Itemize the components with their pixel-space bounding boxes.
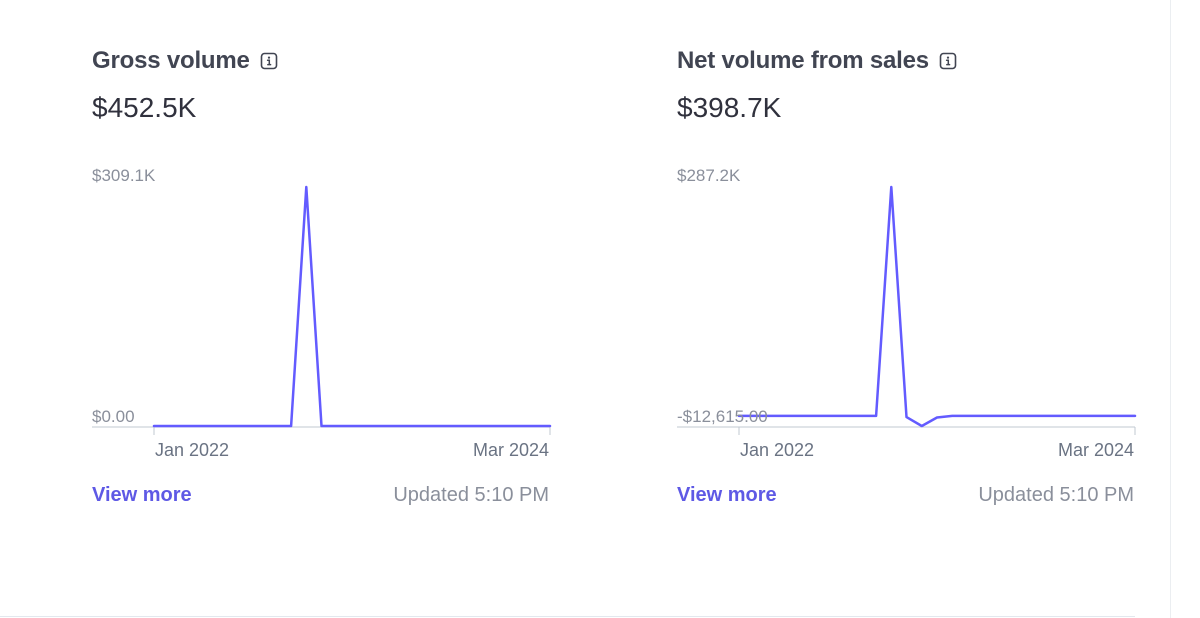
y-tick-label-min: $0.00 [92, 407, 135, 426]
series-line [737, 185, 1137, 428]
updated-timestamp: Updated 5:10 PM [978, 484, 1134, 506]
x-tick-label-start: Jan 2022 [155, 440, 229, 460]
gross-volume-chart: $309.1K $0.00 Jan 2022 Mar 2024 [92, 166, 552, 460]
card-title: Net volume from sales [677, 47, 929, 74]
x-tick-label-start: Jan 2022 [740, 440, 814, 460]
net-volume-card: Net volume from sales $398.7K $287.2K -$1… [677, 0, 1137, 560]
view-more-link[interactable]: View more [92, 484, 192, 506]
section-divider [0, 616, 1135, 617]
net-volume-chart: $287.2K -$12,615.00 Jan 2022 Mar 2024 [677, 166, 1137, 460]
info-icon[interactable] [939, 52, 957, 70]
card-title-row: Gross volume [92, 44, 278, 78]
card-value: $398.7K [677, 92, 782, 123]
view-more-link[interactable]: View more [677, 484, 777, 506]
y-tick-label-max: $309.1K [92, 166, 156, 185]
info-icon[interactable] [260, 52, 278, 70]
card-title: Gross volume [92, 47, 250, 74]
updated-timestamp: Updated 5:10 PM [393, 484, 549, 506]
series-line [152, 185, 552, 428]
y-tick-label-min: -$12,615.00 [677, 407, 768, 426]
y-tick-label-max: $287.2K [677, 166, 741, 185]
x-tick-label-end: Mar 2024 [1058, 440, 1134, 460]
card-value: $452.5K [92, 92, 197, 123]
page-right-edge [1170, 0, 1171, 618]
gross-volume-card: Gross volume $452.5K $309.1K $0.00 Jan 202… [92, 0, 552, 560]
x-tick-label-end: Mar 2024 [473, 440, 549, 460]
card-title-row: Net volume from sales [677, 44, 957, 78]
